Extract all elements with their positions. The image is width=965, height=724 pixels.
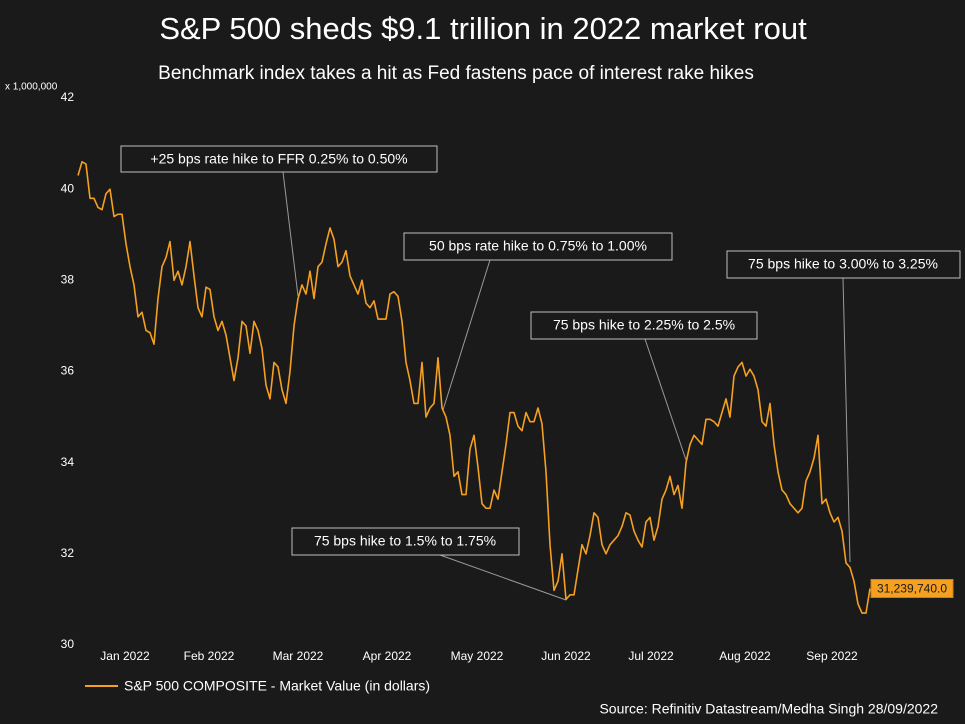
x-tick-label: Jan 2022 (100, 649, 150, 663)
annotation: 75 bps hike to 2.25% to 2.5% (553, 317, 735, 333)
leader-line (842, 277, 851, 563)
y-tick-label: 36 (61, 364, 75, 378)
value-label-box (870, 578, 954, 598)
leader-line (439, 554, 567, 601)
y-unit-label: x 1,000,000 (5, 82, 58, 93)
x-tick-label: May 2022 (451, 649, 504, 663)
y-tick-label: 32 (61, 546, 75, 560)
plot-area: 30 32 34 36 38 40 42 Jan 2022 Feb 2022 Mar 2022 Ap… (61, 90, 954, 663)
x-tick-label: Feb 2022 (184, 649, 235, 663)
value-label: 31,239,740.0 (877, 582, 947, 596)
x-tick-label: Sep 2022 (806, 649, 858, 663)
x-tick-label: Mar 2022 (273, 649, 324, 663)
annotation-box (530, 311, 758, 340)
y-tick-label: 34 (61, 455, 75, 469)
annotation-box (120, 145, 438, 173)
annotation-box (403, 232, 673, 261)
leader-line (442, 259, 491, 411)
y-tick-label: 30 (61, 637, 75, 651)
annotation-box (291, 527, 520, 556)
y-tick-label: 38 (61, 273, 75, 287)
x-tick-label: Apr 2022 (363, 649, 412, 663)
chart-subtitle: Benchmark index takes a hit as Fed faste… (158, 63, 754, 84)
annotation: 75 bps hike to 3.00% to 3.25% (748, 256, 938, 272)
y-tick-label: 40 (61, 181, 75, 195)
annotation: +25 bps rate hike to FFR 0.25% to 0.50% (150, 151, 407, 167)
x-tick-label: Jul 2022 (628, 649, 674, 663)
legend-label: S&P 500 COMPOSITE - Market Value (in dol… (124, 678, 430, 694)
chart-title: S&P 500 sheds $9.1 trillion in 2022 mark… (159, 11, 807, 46)
x-tick-label: Jun 2022 (541, 649, 591, 663)
annotation-box (726, 250, 961, 279)
annotation: 50 bps rate hike to 0.75% to 1.00% (429, 238, 647, 254)
y-tick-label: 42 (61, 90, 75, 104)
leader-line (282, 171, 299, 297)
x-tick-label: Aug 2022 (719, 649, 771, 663)
data-line (77, 161, 871, 614)
source-note: Source: Refinitiv Datastream/Medha Singh… (599, 701, 938, 717)
leader-line (644, 338, 687, 461)
annotation: 75 bps hike to 1.5% to 1.75% (314, 533, 496, 549)
